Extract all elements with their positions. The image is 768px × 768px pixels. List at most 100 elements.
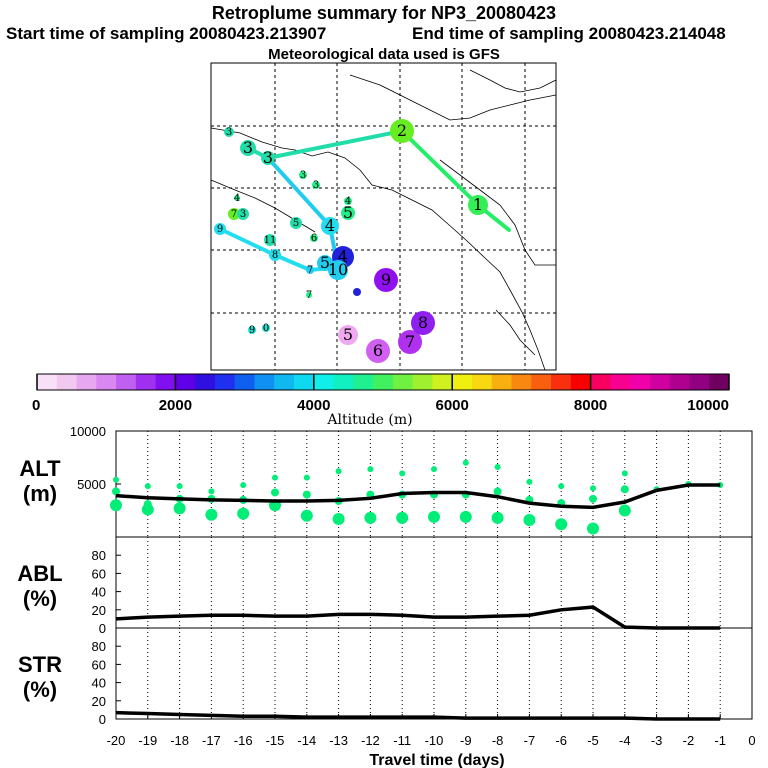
y-tick-label: 5000 — [77, 477, 106, 492]
trajectory-cluster-point — [398, 330, 422, 354]
trajectory-cluster-point — [234, 195, 240, 201]
altitude-cluster-dot — [431, 466, 437, 473]
trajectory-cluster-point — [240, 140, 256, 156]
trajectory-cluster-point — [310, 234, 318, 242]
trajectory-cluster-point — [374, 268, 398, 292]
trajectory-cluster-point — [224, 127, 234, 137]
colorbar-swatch — [551, 374, 572, 390]
x-tick-label: -14 — [297, 733, 316, 748]
panel-ylabel: ABL — [17, 561, 62, 586]
colorbar-swatch — [511, 374, 532, 390]
altitude-cluster-dot — [113, 476, 119, 483]
trajectory-point-label: 5 — [343, 325, 353, 344]
colorbar-swatch — [175, 374, 196, 390]
altitude-cluster-dot — [303, 474, 310, 481]
trajectory-cluster-point — [366, 339, 390, 363]
trajectory-point-label: 4 — [338, 247, 348, 266]
trajectory-point-label: 0 — [263, 323, 269, 334]
trajectory-cluster-point — [269, 249, 281, 261]
altitude-cluster-dot — [364, 511, 377, 524]
y-tick-label: 60 — [92, 566, 106, 581]
y-tick-label: 20 — [92, 694, 106, 709]
x-tick-label: -7 — [524, 733, 536, 748]
trajectory-cluster-point — [237, 208, 249, 220]
altitude-cluster-dot — [620, 485, 629, 494]
colorbar-swatch — [471, 374, 493, 390]
colorbar-tick-label: 2000 — [159, 397, 192, 414]
trajectory-point-label: 10 — [328, 260, 348, 279]
colorbar-swatch — [709, 374, 730, 390]
colorbar-tick-label: 8000 — [574, 397, 607, 414]
colorbar-swatch — [392, 374, 414, 390]
altitude-cluster-dot — [526, 478, 533, 485]
trajectory-point-label: 9 — [217, 224, 223, 235]
panel-alt: 5000 10000 ALT(m) — [19, 424, 753, 538]
x-tick-label: -18 — [170, 733, 189, 748]
altitude-cluster-dot — [335, 468, 342, 475]
trajectory-point-label: 8 — [272, 250, 278, 261]
trajectory-cluster-point — [321, 217, 339, 235]
colorbar-swatch — [590, 374, 611, 390]
colorbar-tick-label: 6000 — [436, 397, 469, 414]
start-sampling-time: Start time of sampling 20080423.213907 — [6, 24, 327, 43]
colorbar-swatch — [37, 374, 58, 390]
trajectory-point-label: 3 — [240, 209, 246, 220]
panel-ylabel: ALT — [19, 456, 61, 481]
x-axis-label: Travel time (days) — [369, 752, 504, 768]
trajectory-cluster-point — [262, 324, 270, 332]
altitude-cluster-dot — [176, 483, 183, 490]
trajectory-cluster-point — [341, 206, 355, 220]
chart-title: Retroplume summary for NP3_20080423 — [211, 3, 557, 23]
trajectory-point-label: 11 — [264, 235, 277, 246]
colorbar-swatch — [570, 374, 592, 390]
altitude-cluster-dot — [462, 459, 469, 466]
x-tick-label: -17 — [202, 733, 221, 748]
x-tick-label: -3 — [651, 733, 663, 748]
altitude-cluster-dot — [589, 494, 597, 503]
altitude-cluster-dot — [112, 487, 120, 496]
colorbar-swatch — [234, 374, 255, 390]
colorbar-swatch — [155, 374, 176, 390]
trajectory-cluster-point — [328, 260, 348, 280]
trajectory-point-label: 7 — [306, 290, 312, 301]
end-sampling-time: End time of sampling 20080423.214048 — [412, 24, 726, 43]
trajectory-cluster-point — [411, 311, 435, 335]
y-tick-label: 40 — [92, 585, 106, 600]
colorbar-tick-label: 4000 — [297, 397, 330, 414]
trajectory-cluster-point — [228, 208, 240, 220]
altitude-cluster-dot — [459, 510, 472, 523]
colorbar-swatch — [294, 374, 315, 390]
colorbar-swatch — [333, 374, 354, 390]
trajectory-point-label: 9 — [249, 325, 255, 336]
x-tick-label: -20 — [107, 733, 126, 748]
map-frame — [210, 62, 557, 371]
trajectory-point-label: 3 — [226, 127, 232, 138]
altitude-cluster-dot — [494, 464, 501, 471]
altitude-cluster-dot — [555, 518, 568, 531]
trajectory-point-label: 5 — [343, 203, 353, 222]
panel-ylabel-unit: (%) — [23, 677, 57, 702]
trajectory-point-label: 7 — [231, 209, 237, 220]
colorbar-swatch — [96, 374, 117, 390]
panel-str: 0 20 40 60 80 STR(%) — [18, 627, 753, 727]
trajectory-cluster-point — [306, 292, 312, 298]
x-tick-label: 0 — [748, 733, 755, 748]
trajectory-cluster-point — [353, 288, 361, 296]
altitude-cluster-dot — [240, 482, 247, 489]
altitude-cluster-dot — [618, 504, 631, 517]
series-line — [115, 605, 721, 630]
trajectory-point-label: 7 — [307, 265, 313, 276]
colorbar-swatch — [116, 374, 137, 390]
trajectory-cluster-point — [299, 171, 307, 179]
altitude-cluster-dot — [396, 511, 409, 524]
trajectory-point-label: 4 — [234, 193, 240, 204]
x-tick-label: -12 — [361, 733, 380, 748]
panel-ylabel: STR — [18, 652, 62, 677]
x-tick-label: -8 — [492, 733, 504, 748]
trajectory-cluster-point — [264, 234, 276, 246]
y-tick-label: 80 — [92, 548, 106, 563]
y-tick-label: 10000 — [70, 424, 106, 439]
altitude-cluster-dot — [428, 510, 440, 523]
trajectory-point-label: 2 — [397, 121, 407, 140]
